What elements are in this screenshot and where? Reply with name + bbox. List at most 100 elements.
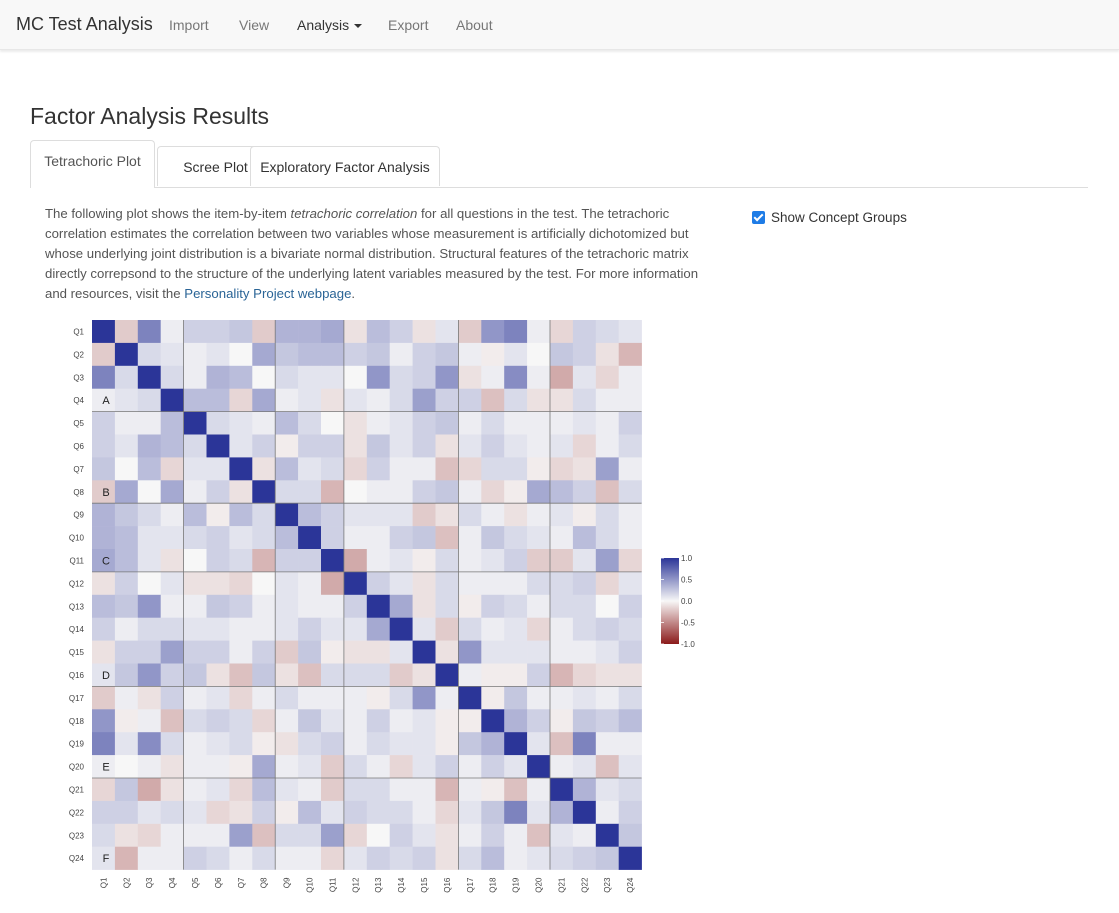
heatmap-cell-Q20-Q18 [481,755,505,779]
heatmap-cell-Q1-Q6 [206,320,230,344]
heatmap-cell-Q1-Q1 [92,320,116,344]
nav-item-about[interactable]: About [456,17,493,33]
heatmap-cell-Q24-Q12 [343,846,368,870]
heatmap-cell-Q18-Q20 [527,709,551,733]
y-tick-label: Q15 [69,648,85,657]
x-tick-label: Q19 [512,877,521,893]
heatmap-cell-Q24-Q22 [572,846,597,870]
heatmap-cell-Q2-Q19 [504,342,528,367]
heatmap-cell-Q9-Q6 [206,503,230,527]
y-tick-label: Q11 [69,556,84,565]
x-tick-label: Q12 [351,877,360,893]
heatmap-cell-Q16-Q8 [252,663,276,687]
heatmap-cell-Q7-Q18 [481,457,505,481]
heatmap-cell-Q18-Q3 [137,709,161,733]
heatmap-cell-Q24-Q11 [321,846,345,870]
heatmap-cell-Q2-Q14 [389,342,413,367]
heatmap-cell-Q6-Q14 [389,434,413,458]
nav-item-view[interactable]: View [239,17,270,33]
heatmap-cell-Q10-Q21 [550,526,574,550]
tab-tetrachoric-plot[interactable]: Tetrachoric Plot [30,140,155,188]
show-concept-groups[interactable]: Show Concept Groups [752,210,907,225]
description-text-2: for all questions in the test. The tetra… [45,206,699,301]
heatmap-cell-Q17-Q5 [183,686,207,710]
x-tick-label: Q5 [191,877,200,888]
heatmap-cell-Q9-Q5 [183,503,207,527]
heatmap-cell-Q17-Q10 [298,686,322,710]
heatmap-cell-Q10-Q14 [389,526,413,550]
heatmap-cell-Q23-Q15 [412,823,436,847]
heatmap-cell-Q11-Q8 [252,549,276,573]
heatmap-cell-Q1-Q15 [412,320,436,344]
heatmap-cell-Q7-Q11 [321,457,345,481]
nav-item-export[interactable]: Export [388,17,429,33]
nav-item-analysis[interactable]: Analysis [297,17,363,33]
heatmap-cell-Q22-Q13 [366,800,390,825]
y-tick-label: Q21 [69,785,85,794]
heatmap-cell-Q16-Q3 [137,663,161,687]
show-concept-groups-checkbox[interactable] [752,211,765,224]
heatmap-cell-Q9-Q17 [458,503,482,527]
heatmap-cell-Q17-Q12 [343,686,368,710]
x-tick-label: Q6 [214,877,223,888]
heatmap-cell-Q16-Q24 [618,663,642,687]
heatmap-cell-Q12-Q9 [275,571,299,596]
tab-exploratory-factor-analysis[interactable]: Exploratory Factor Analysis [250,146,440,186]
heatmap-cell-Q3-Q19 [504,365,528,389]
heatmap-cell-Q15-Q10 [298,640,322,664]
heatmap-cell-Q10-Q16 [435,526,459,550]
heatmap-cell-Q6-Q11 [321,434,345,458]
heatmap-cell-Q13-Q1 [92,594,116,618]
heatmap-cell-Q20-Q24 [618,755,642,779]
heatmap-cell-Q24-Q23 [595,846,619,870]
heatmap-cell-Q4-Q16 [435,388,459,412]
heatmap-cell-Q3-Q21 [550,365,574,389]
y-tick-label: Q12 [69,579,85,588]
personality-project-link[interactable]: Personality Project webpage [184,286,352,301]
heatmap-cell-Q7-Q17 [458,457,482,481]
heatmap-cell-Q6-Q7 [229,434,253,458]
heatmap-cell-Q22-Q14 [389,800,413,825]
heatmap-cell-Q20-Q5 [183,755,207,779]
heatmap-cell-Q15-Q14 [389,640,413,664]
heatmap-cell-Q16-Q10 [298,663,322,687]
heatmap-cell-Q12-Q2 [114,571,139,596]
heatmap-cell-Q13-Q4 [160,594,184,618]
heatmap-cell-Q18-Q18 [481,709,505,733]
heatmap-cell-Q13-Q22 [572,594,597,618]
description-text: The following plot shows the item-by-ite… [45,206,291,221]
heatmap-cell-Q21-Q11 [321,778,345,802]
heatmap-cell-Q11-Q16 [435,549,459,573]
heatmap-cell-Q14-Q6 [206,617,230,641]
heatmap-cell-Q16-Q19 [504,663,528,687]
heatmap-cell-Q23-Q16 [435,823,459,847]
heatmap-cell-Q1-Q12 [343,320,368,344]
heatmap-cell-Q16-Q13 [366,663,390,687]
heatmap-cell-Q2-Q11 [321,342,345,367]
tetrachoric-heatmap: A B C D E F Q1 Q1 Q2 Q2 Q3 Q3 Q4 Q4 Q5 Q5 Q6 Q6 Q7 Q7 Q8 Q8 Q9… [69,320,695,893]
navbar-brand[interactable]: MC Test Analysis [16,14,153,34]
heatmap-cell-Q4-Q24 [618,388,642,412]
heatmap-cell-Q6-Q2 [114,434,139,458]
heatmap-cell-Q23-Q19 [504,823,528,847]
x-tick-label: Q3 [145,877,154,888]
x-tick-label: Q2 [122,877,131,888]
heatmap-cell-Q12-Q4 [160,571,184,596]
heatmap-cell-Q12-Q6 [206,571,230,596]
heatmap-cell-Q19-Q20 [527,732,551,756]
heatmap-cell-Q24-Q3 [137,846,161,870]
heatmap-cell-Q2-Q3 [137,342,161,367]
heatmap-cell-Q12-Q19 [504,571,528,596]
heatmap-cell-Q11-Q6 [206,549,230,573]
heatmap-cell-Q2-Q12 [343,342,368,367]
heatmap-cell-Q21-Q20 [527,778,551,802]
heatmap-cell-Q19-Q18 [481,732,505,756]
heatmap-cell-Q11-Q20 [527,549,551,573]
nav-item-import[interactable]: Import [169,17,209,33]
heatmap-cell-Q19-Q6 [206,732,230,756]
concept-group-label: C [102,555,110,567]
heatmap-cell-Q20-Q14 [389,755,413,779]
heatmap-cell-Q18-Q15 [412,709,436,733]
heatmap-cell-Q18-Q6 [206,709,230,733]
heatmap-cell-Q23-Q3 [137,823,161,847]
